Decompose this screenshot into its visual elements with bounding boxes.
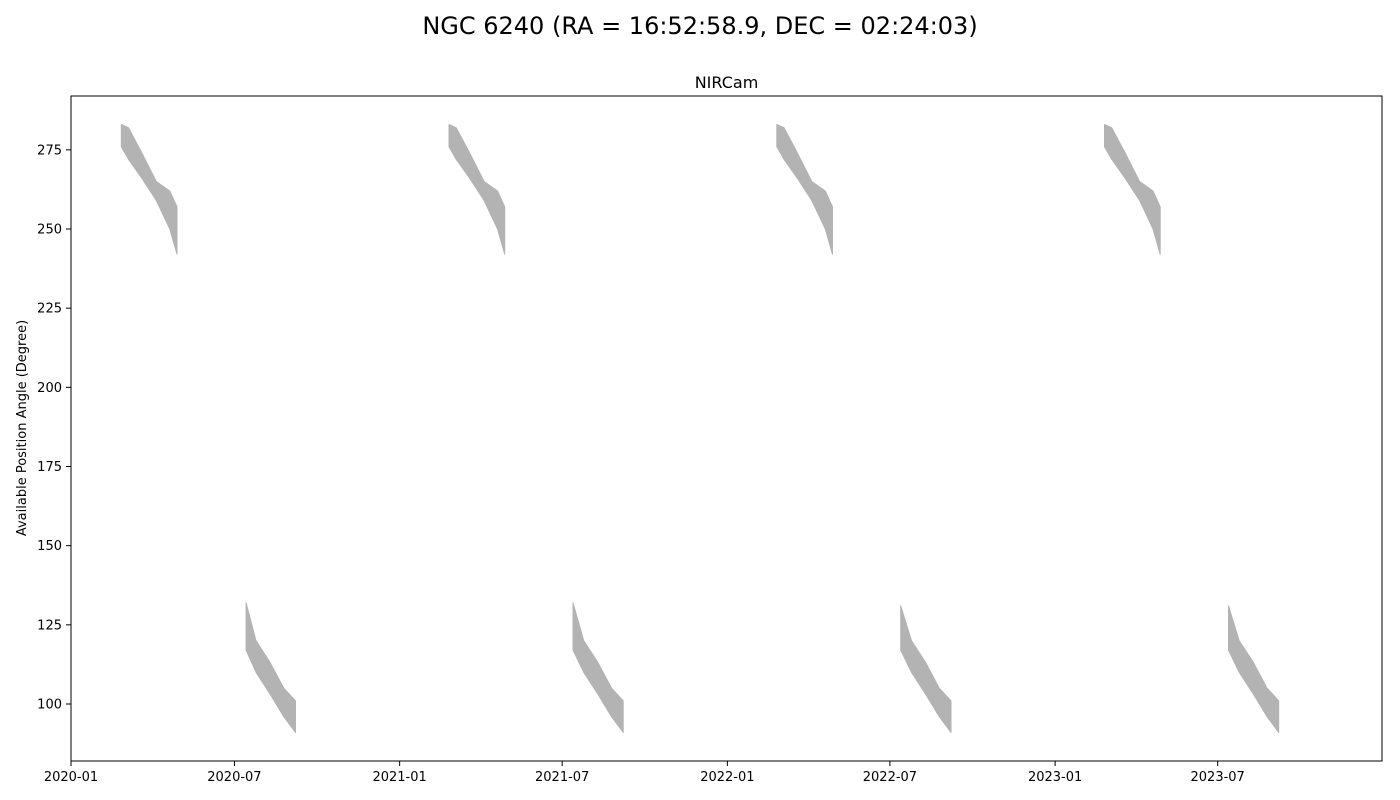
y-tick-label: 250	[37, 223, 62, 238]
y-axis-ticks: 100 125 150 175 200 225 250 275	[37, 143, 71, 713]
position-angle-window-2	[245, 602, 296, 733]
position-angle-window-6	[900, 605, 952, 733]
y-tick-label: 175	[37, 460, 62, 475]
position-angle-window-7	[1104, 124, 1161, 255]
y-tick-label: 150	[37, 539, 62, 554]
x-tick-label: 2022-07	[863, 770, 917, 785]
chart-suptitle: NGC 6240 (RA = 16:52:58.9, DEC = 02:24:0…	[422, 12, 977, 40]
position-angle-window-3	[448, 124, 506, 255]
position-angle-window-8	[1228, 605, 1280, 733]
y-tick-label: 225	[37, 302, 62, 317]
plot-area	[120, 124, 1280, 733]
x-tick-label: 2020-01	[44, 770, 98, 785]
x-tick-label: 2021-07	[535, 770, 589, 785]
position-angle-window-4	[572, 602, 624, 733]
y-tick-label: 200	[37, 381, 62, 396]
position-angle-window-5	[776, 124, 833, 255]
y-tick-label: 275	[37, 143, 62, 158]
y-axis-label: Available Position Angle (Degree)	[15, 320, 30, 536]
y-tick-label: 125	[37, 618, 62, 633]
x-tick-label: 2023-01	[1028, 770, 1082, 785]
x-axis-ticks: 2020-01 2020-07 2021-01 2021-07 2022-01 2022-…	[44, 761, 1245, 785]
y-tick-label: 100	[37, 698, 62, 713]
x-tick-label: 2021-01	[372, 770, 426, 785]
x-tick-label: 2023-07	[1191, 770, 1245, 785]
chart-title: NIRCam	[695, 73, 759, 92]
x-tick-label: 2020-07	[207, 770, 261, 785]
x-tick-label: 2022-01	[700, 770, 754, 785]
position-angle-window-1	[120, 124, 178, 255]
axes-frame	[70, 95, 1383, 762]
